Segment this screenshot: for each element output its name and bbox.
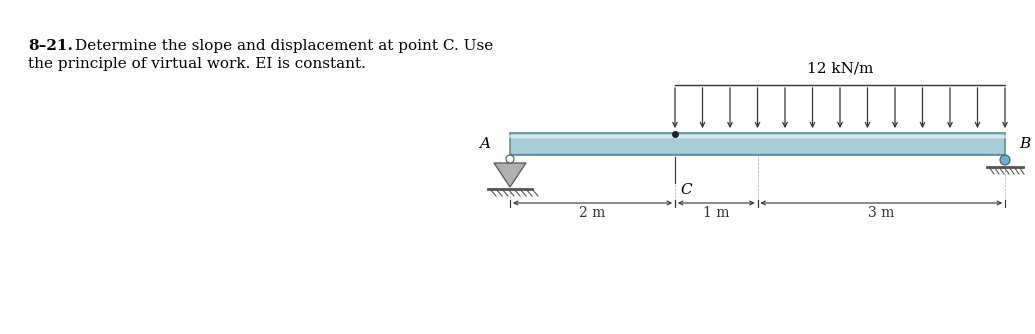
Text: Determine the slope and displacement at point C. Use: Determine the slope and displacement at …	[75, 39, 494, 53]
Text: 8–21.: 8–21.	[28, 39, 72, 53]
Text: 1 m: 1 m	[703, 206, 730, 220]
Text: 12 kN/m: 12 kN/m	[807, 61, 874, 75]
Text: 3 m: 3 m	[868, 206, 894, 220]
Circle shape	[506, 155, 514, 163]
Text: C: C	[680, 183, 691, 197]
Polygon shape	[510, 133, 1005, 155]
Text: A: A	[479, 137, 490, 151]
Text: B: B	[1019, 137, 1030, 151]
Polygon shape	[494, 163, 526, 187]
Text: 2 m: 2 m	[580, 206, 605, 220]
Circle shape	[1000, 155, 1010, 165]
Text: the principle of virtual work. EI is constant.: the principle of virtual work. EI is con…	[28, 57, 366, 71]
